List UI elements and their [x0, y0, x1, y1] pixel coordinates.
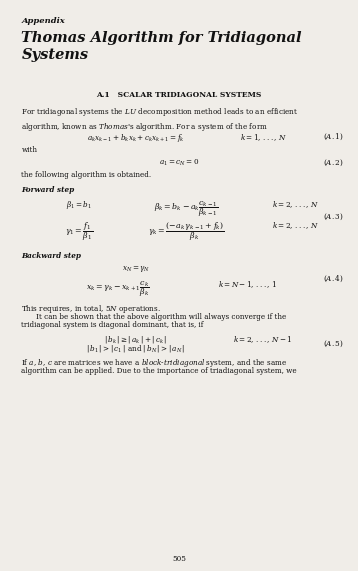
Text: Thomas Algorithm for Tridiagonal
Systems: Thomas Algorithm for Tridiagonal Systems [21, 31, 302, 62]
Text: 505: 505 [172, 555, 186, 563]
Text: algorithm can be applied. Due to the importance of triadiagonal system, we: algorithm can be applied. Due to the imp… [21, 367, 297, 375]
Text: $(A.5)$: $(A.5)$ [323, 339, 344, 349]
Text: $|\,b_1\,| > |\,c_1\,|$ and $|\,b_N\,| > |\,a_N\,|$: $|\,b_1\,| > |\,c_1\,|$ and $|\,b_N\,| >… [86, 343, 186, 354]
Text: $k = N-1,\,...,\,1$: $k = N-1,\,...,\,1$ [218, 280, 278, 291]
Text: $(A.3)$: $(A.3)$ [323, 211, 344, 222]
Text: with: with [21, 146, 38, 154]
Text: It can be shown that the above algorithm will always converge if the: It can be shown that the above algorithm… [36, 313, 286, 321]
Text: $x_N = \gamma_N$: $x_N = \gamma_N$ [122, 264, 150, 275]
Text: $k = 1,\,...,\,N$: $k = 1,\,...,\,N$ [240, 132, 287, 143]
Text: For tridiagonal systems the $LU$ decomposition method leads to an efficient
algo: For tridiagonal systems the $LU$ decompo… [21, 106, 299, 133]
Text: Appendix: Appendix [21, 17, 65, 25]
Text: Backward step: Backward step [21, 252, 82, 260]
Text: tridiagonal system is diagonal dominant, that is, if: tridiagonal system is diagonal dominant,… [21, 321, 204, 329]
Text: $a_1 = c_N = 0$: $a_1 = c_N = 0$ [159, 158, 199, 168]
Text: $(A.4)$: $(A.4)$ [323, 274, 344, 284]
Text: Forward step: Forward step [21, 186, 75, 194]
Text: $\gamma_1 = \dfrac{f_1}{\beta_1}$: $\gamma_1 = \dfrac{f_1}{\beta_1}$ [65, 220, 93, 243]
Text: $k = 2,\,...,\,N$: $k = 2,\,...,\,N$ [272, 199, 319, 210]
Text: $\beta_1 = b_1$: $\beta_1 = b_1$ [66, 199, 92, 211]
Text: $\gamma_k = \dfrac{(-a_k\,\gamma_{k-1} + f_k)}{\beta_k}$: $\gamma_k = \dfrac{(-a_k\,\gamma_{k-1} +… [148, 220, 224, 243]
Text: $k = 2,\,...,\,N-1$: $k = 2,\,...,\,N-1$ [233, 334, 292, 345]
Text: $(A.1)$: $(A.1)$ [323, 132, 344, 142]
Text: If $a$, $b$, $c$ are matrices we have a $\mathit{block}$-$\mathit{tridiagonal}$ : If $a$, $b$, $c$ are matrices we have a … [21, 357, 287, 369]
Text: A.1   SCALAR TRIDIAGONAL SYSTEMS: A.1 SCALAR TRIDIAGONAL SYSTEMS [96, 91, 262, 99]
Text: $k = 2,\,...,\,N$: $k = 2,\,...,\,N$ [272, 220, 319, 231]
Text: $\beta_k = b_k - a_k \dfrac{c_{k-1}}{\beta_{k-1}}$: $\beta_k = b_k - a_k \dfrac{c_{k-1}}{\be… [154, 199, 218, 219]
Text: $a_k x_{k-1} + b_k x_k + c_k x_{k+1} = f_k$: $a_k x_{k-1} + b_k x_k + c_k x_{k+1} = f… [87, 132, 185, 144]
Text: $(A.2)$: $(A.2)$ [323, 158, 344, 168]
Text: $x_k = \gamma_k - x_{k+1}\dfrac{c_k}{\beta_k}$: $x_k = \gamma_k - x_{k+1}\dfrac{c_k}{\be… [86, 280, 150, 299]
Text: the following algorithm is obtained.: the following algorithm is obtained. [21, 171, 151, 179]
Text: $|\,b_k\,| \geq |\,a_k\,| + |\,c_k\,|$: $|\,b_k\,| \geq |\,a_k\,| + |\,c_k\,|$ [105, 334, 168, 345]
Text: This requires, in total, $5N$ operations.: This requires, in total, $5N$ operations… [21, 303, 161, 315]
